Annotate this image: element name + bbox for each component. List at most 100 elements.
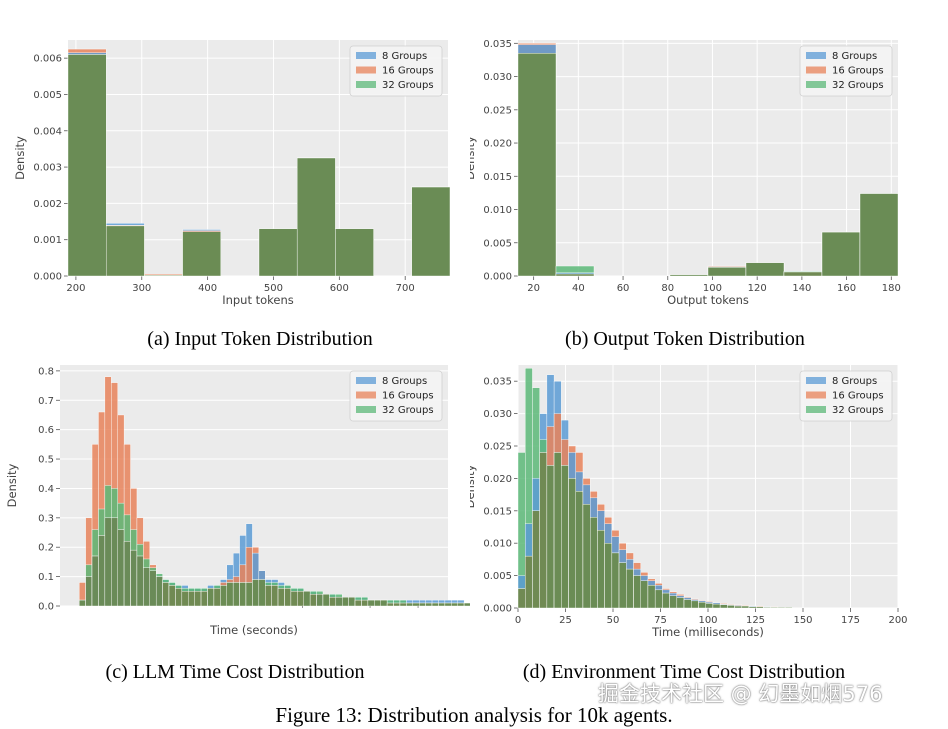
- y-axis-label: Density: [470, 136, 477, 180]
- histogram-bar-overlap: [691, 600, 699, 609]
- histogram-bar-overlap: [316, 594, 324, 607]
- legend-swatch: [806, 66, 826, 74]
- chart-panel-c: 0.00.10.20.30.40.50.60.70.8101Time (seco…: [0, 355, 470, 645]
- y-tick-label: 0.7: [38, 396, 54, 407]
- histogram-bar-overlap: [683, 599, 692, 609]
- x-tick-label: 75: [654, 615, 667, 626]
- legend-swatch: [356, 391, 376, 399]
- x-axis-label: Input tokens: [222, 293, 294, 307]
- legend-swatch: [356, 406, 376, 413]
- histogram-bar-overlap: [532, 510, 540, 609]
- y-axis-label: Density: [13, 136, 27, 180]
- histogram-bar-overlap: [342, 596, 349, 607]
- histogram-bar-overlap: [611, 552, 620, 609]
- y-tick-label: 0.4: [38, 484, 54, 495]
- chart-c: 0.00.10.20.30.40.50.60.70.8101Time (seco…: [5, 365, 470, 637]
- histogram-bar-overlap: [539, 452, 548, 609]
- x-tick-label: 500: [264, 283, 283, 294]
- legend-entry: 32 Groups: [832, 80, 884, 91]
- histogram-bar-overlap: [296, 157, 336, 277]
- y-tick-label: 0.001: [33, 235, 62, 246]
- histogram-bar-overlap: [213, 588, 221, 607]
- histogram-bar-overlap: [111, 517, 118, 607]
- histogram-bar-overlap: [777, 607, 786, 609]
- x-tick-label: 700: [396, 283, 415, 294]
- histogram-bar-overlap: [79, 599, 86, 607]
- histogram-bar-overlap: [525, 555, 533, 609]
- x-tick-label: 600: [330, 283, 349, 294]
- chart-panel-a: 0.000 0.001 0.002 0.003 0.004 0.005 0.006 200 30…: [0, 30, 470, 315]
- figure-caption: Figure 13: Distribution analysis for 10k…: [275, 703, 673, 727]
- histogram-bar-overlap: [117, 529, 125, 607]
- caption-d: (d) Environment Time Cost Distribution: [522, 661, 846, 683]
- histogram-bar-overlap: [297, 591, 304, 607]
- histogram-bar-overlap: [859, 193, 899, 277]
- legend-swatch: [356, 377, 376, 384]
- histogram-bar-overlap: [412, 602, 420, 607]
- legend-entry: 16 Groups: [832, 391, 884, 402]
- x-tick-label: 300: [132, 283, 151, 294]
- histogram-bar-overlap: [626, 568, 634, 609]
- x-tick-label: 25: [559, 615, 572, 626]
- histogram-bar-overlap: [290, 591, 298, 607]
- legend-entry: 16 Groups: [832, 66, 884, 77]
- histogram-bar-overlap: [640, 580, 649, 609]
- histogram-bar-overlap: [575, 491, 584, 609]
- histogram-bar-overlap: [374, 599, 381, 607]
- histogram-bar-overlap: [143, 567, 150, 607]
- y-tick-label: 0.005: [483, 238, 512, 249]
- histogram-bar-overlap: [821, 231, 861, 277]
- chart-b: 0.000 0.005 0.010 0.015 0.020 0.025 0.030 0.035…: [470, 39, 901, 307]
- histogram-bar-overlap: [258, 228, 298, 277]
- histogram-bar-overlap: [136, 555, 144, 607]
- histogram-bar-overlap: [239, 582, 247, 607]
- histogram-bar-overlap: [406, 602, 414, 607]
- y-tick-label: 0.005: [33, 90, 62, 101]
- y-tick-label: 0.030: [483, 72, 512, 83]
- x-tick-label: 20: [527, 283, 540, 294]
- histogram-bar-overlap: [517, 53, 557, 277]
- histogram-bar-overlap: [258, 579, 266, 607]
- histogram-bar-overlap: [322, 594, 330, 607]
- legend-swatch: [806, 52, 826, 59]
- x-tick-label: 400: [198, 283, 217, 294]
- histogram-bar-overlap: [309, 594, 317, 607]
- histogram-bar-overlap: [271, 585, 279, 607]
- histogram-bar-overlap: [669, 274, 709, 277]
- histogram-bar-overlap: [361, 599, 369, 607]
- histogram-bar-overlap: [719, 604, 728, 609]
- histogram-bar-overlap: [444, 602, 452, 607]
- x-tick-label: 100: [703, 283, 722, 294]
- histogram-bar-overlap: [756, 606, 764, 609]
- histogram-bar-overlap: [284, 588, 292, 607]
- x-tick-label: 0: [515, 615, 521, 626]
- legend-entry: 8 Groups: [382, 376, 427, 387]
- x-axis-label: Time (seconds): [209, 623, 298, 637]
- histogram-bar-overlap: [604, 542, 613, 609]
- caption-b: (b) Output Token Distribution: [565, 328, 805, 350]
- y-tick-label: 0.002: [33, 199, 62, 210]
- histogram-bar-overlap: [98, 535, 106, 607]
- y-tick-label: 0.000: [33, 272, 62, 283]
- histogram-bar-overlap: [707, 267, 747, 277]
- histogram-bar-overlap: [168, 585, 176, 607]
- histogram-bar-overlap: [226, 582, 234, 607]
- legend-swatch: [806, 406, 826, 413]
- y-tick-label: 0.3: [38, 513, 54, 524]
- histogram-bar-overlap: [104, 517, 112, 607]
- histogram-bar-overlap: [220, 585, 227, 607]
- x-tick-label: 100: [698, 615, 717, 626]
- chart-d: 0.000 0.005 0.010 0.015 0.020 0.025 0.030 0.035…: [470, 365, 908, 639]
- y-tick-label: 0.000: [483, 272, 512, 283]
- watermark-text: 掘金技术社区 @ 幻墨如烟576: [598, 682, 883, 706]
- histogram-bar-overlap: [393, 602, 401, 607]
- chart-a: 0.000 0.001 0.002 0.003 0.004 0.005 0.006 200 30…: [13, 40, 451, 307]
- x-tick-label: 160: [837, 283, 856, 294]
- x-tick-label: 60: [617, 283, 630, 294]
- histogram-bar-overlap: [463, 602, 470, 607]
- y-tick-label: 0.015: [483, 172, 512, 183]
- legend-entry: 16 Groups: [382, 391, 434, 402]
- histogram-bar-overlap: [380, 599, 388, 607]
- histogram-bar-overlap: [386, 602, 394, 607]
- histogram-bar-overlap: [303, 591, 311, 607]
